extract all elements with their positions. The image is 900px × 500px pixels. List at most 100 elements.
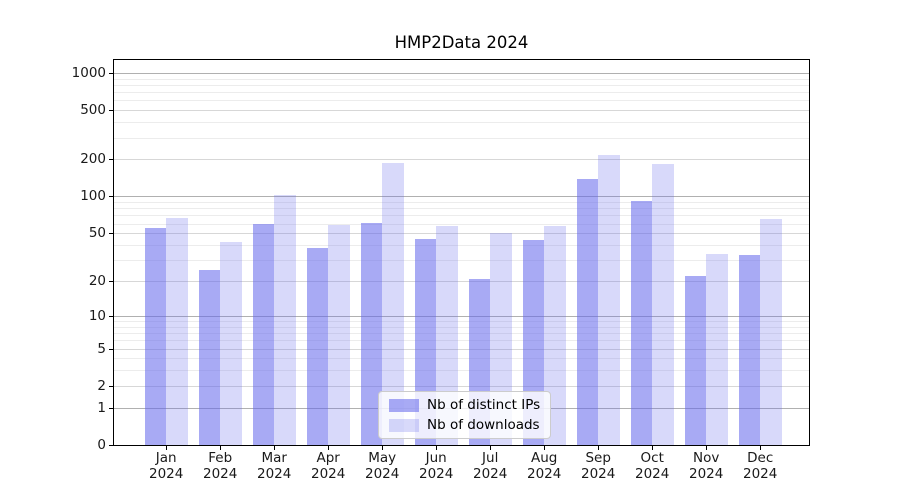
x-tick-year: 2024 (473, 465, 508, 482)
bar-ips-oct (630, 200, 653, 445)
y-tick-mark (109, 315, 113, 317)
x-tick-label-jul: Jul 2024 (462, 450, 518, 482)
major-gridline (114, 315, 809, 317)
bar-ips-sep (576, 178, 599, 445)
x-tick-year: 2024 (311, 465, 346, 482)
x-tick-mark (652, 446, 654, 450)
y-tick-mark (109, 159, 113, 161)
bar-downloads-feb (220, 242, 242, 445)
minor-gridline (114, 321, 809, 322)
y-tick-label: 2 (97, 377, 106, 394)
minor-gridline (114, 370, 809, 372)
y-tick-mark (109, 72, 113, 74)
bar-downloads-jun (436, 226, 458, 445)
y-tick-label: 100 (80, 188, 106, 205)
bar-downloads-mar (274, 194, 296, 445)
y-tick-mark (109, 281, 113, 283)
major-gridline (114, 196, 809, 198)
minor-gridline (114, 348, 809, 350)
x-tick-mark (328, 446, 330, 450)
x-tick-label-mar: Mar 2024 (246, 450, 302, 482)
legend-swatch-downloads (389, 418, 419, 432)
minor-gridline (114, 233, 809, 235)
major-gridline (114, 72, 809, 74)
x-tick-year: 2024 (635, 465, 670, 482)
minor-gridline (114, 385, 809, 387)
bar-downloads-jan (166, 217, 188, 445)
legend-label-ips: Nb of distinct IPs (427, 397, 541, 413)
x-tick-mark (490, 446, 492, 450)
y-tick-label: 500 (80, 102, 106, 119)
bar-downloads-nov (706, 253, 728, 445)
minor-gridline (114, 340, 809, 342)
bar-ips-dec (738, 255, 761, 445)
y-tick-label: 1000 (71, 64, 106, 81)
x-tick-year: 2024 (689, 465, 724, 482)
legend-item-downloads: Nb of downloads (389, 417, 540, 433)
minor-gridline (114, 78, 809, 80)
minor-gridline (114, 122, 809, 124)
bar-downloads-apr (328, 224, 350, 445)
x-tick-label-nov: Nov 2024 (678, 450, 734, 482)
minor-gridline (114, 358, 809, 360)
y-tick-label: 20 (88, 273, 106, 290)
minor-gridline (114, 84, 809, 86)
chart-title: HMP2Data 2024 (394, 33, 529, 52)
bar-ips-may (360, 222, 383, 445)
y-tick-mark (109, 196, 113, 198)
minor-gridline (114, 223, 809, 225)
minor-gridline (114, 137, 809, 139)
y-tick-mark (109, 233, 113, 235)
y-tick-mark (109, 110, 113, 112)
x-tick-label-feb: Feb 2024 (192, 450, 248, 482)
y-tick-label: 50 (88, 225, 106, 242)
x-tick-label-oct: Oct 2024 (624, 450, 680, 482)
bar-ips-jan (144, 228, 167, 445)
bar-ips-apr (306, 247, 329, 445)
x-tick-mark (436, 446, 438, 450)
legend-swatch-ips (389, 398, 419, 412)
x-tick-year: 2024 (419, 465, 454, 482)
y-tick-label: 200 (80, 151, 106, 168)
x-tick-label-jan: Jan 2024 (138, 450, 194, 482)
x-tick-year: 2024 (743, 465, 778, 482)
bar-downloads-dec (760, 219, 782, 445)
bar-downloads-sep (598, 154, 620, 445)
legend-label-downloads: Nb of downloads (427, 417, 540, 433)
plot-area (114, 60, 809, 445)
x-tick-mark (760, 446, 762, 450)
minor-gridline (114, 245, 809, 246)
y-tick-mark (109, 385, 113, 387)
x-tick-year: 2024 (149, 465, 184, 482)
x-tick-label-aug: Aug 2024 (516, 450, 572, 482)
x-tick-label-sep: Sep 2024 (570, 450, 626, 482)
minor-gridline (114, 281, 809, 283)
y-tick-label: 0 (97, 437, 106, 453)
bar-downloads-aug (544, 226, 566, 445)
minor-gridline (114, 333, 809, 335)
minor-gridline (114, 202, 809, 204)
x-tick-year: 2024 (257, 465, 292, 482)
x-tick-mark (706, 446, 708, 450)
legend-item-ips: Nb of distinct IPs (389, 397, 540, 413)
bar-downloads-may (382, 162, 404, 445)
y-tick-mark (109, 348, 113, 350)
x-tick-label-may: May 2024 (354, 450, 410, 482)
minor-gridline (114, 208, 809, 210)
minor-gridline (114, 92, 809, 94)
x-tick-mark (274, 446, 276, 450)
x-tick-mark (382, 446, 384, 450)
legend: Nb of distinct IPs Nb of downloads (378, 391, 552, 439)
minor-gridline (114, 215, 809, 217)
minor-gridline (114, 326, 809, 328)
x-tick-label-apr: Apr 2024 (300, 450, 356, 482)
bar-downloads-oct (652, 163, 674, 445)
minor-gridline (114, 110, 809, 112)
bar-ips-mar (252, 223, 275, 445)
y-tick-mark (109, 445, 113, 446)
bar-ips-nov (684, 276, 707, 445)
x-tick-label-dec: Dec 2024 (732, 450, 788, 482)
y-tick-label: 10 (88, 307, 106, 324)
x-tick-mark (220, 446, 222, 450)
